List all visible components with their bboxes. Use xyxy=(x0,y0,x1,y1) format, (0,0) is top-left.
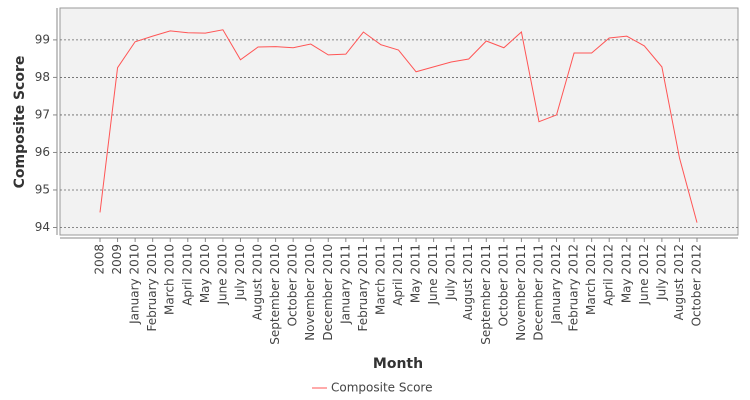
x-tick-label: May 2012 xyxy=(619,244,633,303)
x-tick-label: 2008 xyxy=(93,244,107,275)
x-tick-label: December 2010 xyxy=(321,244,335,341)
x-tick-label: September 2010 xyxy=(268,244,282,345)
x-tick-label: June 2011 xyxy=(426,244,440,306)
x-tick-label: March 2011 xyxy=(373,244,387,315)
x-tick-label: June 2012 xyxy=(637,244,651,306)
x-tick-label: February 2010 xyxy=(145,244,159,332)
x-tick-label: April 2011 xyxy=(391,244,405,306)
x-tick-label: February 2011 xyxy=(356,244,370,332)
legend-label: Composite Score xyxy=(331,381,432,395)
x-tick-label: December 2011 xyxy=(531,244,545,341)
x-tick-label: November 2010 xyxy=(303,244,317,341)
x-tick-label: November 2011 xyxy=(514,244,528,341)
x-tick-label: August 2011 xyxy=(461,244,475,320)
x-tick-label: July 2010 xyxy=(233,244,247,301)
x-tick-label: September 2011 xyxy=(479,244,493,345)
x-tick-label: January 2010 xyxy=(128,244,142,325)
x-tick-label: January 2011 xyxy=(338,244,352,325)
x-tick-label: April 2012 xyxy=(602,244,616,306)
x-tick-label: January 2012 xyxy=(549,244,563,325)
x-tick-label: May 2010 xyxy=(198,244,212,303)
data-line xyxy=(99,29,698,223)
x-tick-label: July 2012 xyxy=(654,244,668,301)
y-tick-label: 96 xyxy=(35,145,50,159)
x-tick-label: August 2010 xyxy=(251,244,265,320)
y-tick-label: 95 xyxy=(35,182,50,196)
y-tick-label: 94 xyxy=(35,220,50,234)
x-tick-label: May 2011 xyxy=(409,244,423,303)
x-tick-label: March 2010 xyxy=(163,244,177,315)
x-axis-title: Month xyxy=(373,356,423,372)
y-tick-label: 97 xyxy=(35,107,50,121)
x-tick-label: 2009 xyxy=(110,244,124,275)
x-tick-label: February 2012 xyxy=(567,244,581,332)
x-tick-label: August 2012 xyxy=(672,244,686,320)
y-tick-label: 98 xyxy=(35,70,50,84)
plot-area xyxy=(59,7,739,236)
x-tick-label: March 2012 xyxy=(584,244,598,315)
x-tick-label: October 2010 xyxy=(286,244,300,326)
y-tick-label: 99 xyxy=(35,32,50,46)
x-tick-label: October 2012 xyxy=(690,244,704,326)
y-axis-title: Composite Score xyxy=(12,56,28,189)
x-tick-label: July 2011 xyxy=(444,244,458,301)
x-tick-label: June 2010 xyxy=(215,244,229,306)
x-tick-label: October 2011 xyxy=(496,244,510,326)
x-tick-label: April 2010 xyxy=(180,244,194,306)
